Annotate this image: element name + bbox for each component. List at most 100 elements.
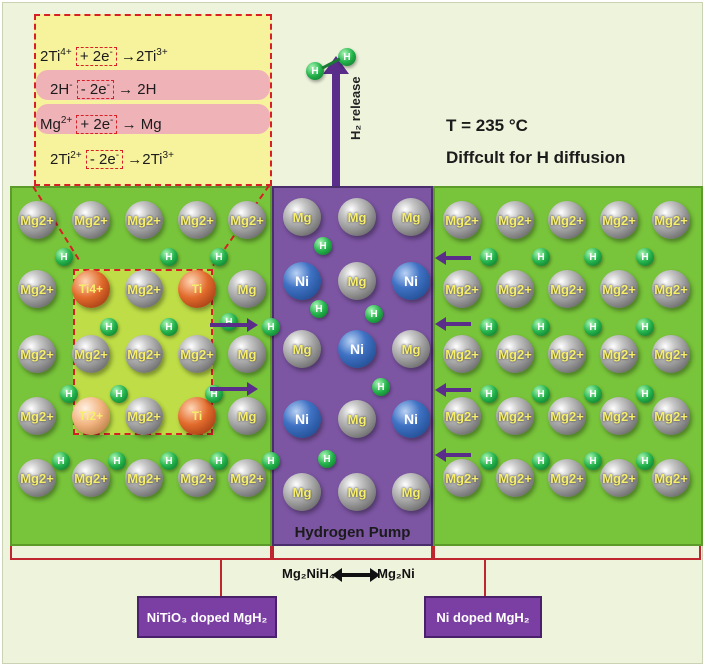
mg-ion-atom: Mg2+ bbox=[18, 335, 56, 373]
hydrogen-atom: H bbox=[480, 452, 498, 470]
ni-label-box: Ni doped MgH₂ bbox=[424, 596, 542, 638]
mg-ion-atom: Mg2+ bbox=[443, 459, 481, 497]
diffusion-arrow-left-4 bbox=[435, 448, 471, 462]
ni-atom: Ni bbox=[392, 262, 430, 300]
mg-ion-atom: Mg2+ bbox=[125, 270, 163, 308]
hydrogen-atom: H bbox=[365, 305, 383, 323]
mg-ion-atom: Mg2+ bbox=[496, 270, 534, 308]
hydrogen-atom: H bbox=[636, 318, 654, 336]
equation-3: Mg2+ + 2e- → Mg bbox=[40, 115, 162, 134]
mg-ion-atom: Mg2+ bbox=[228, 201, 266, 239]
mg-ion-atom: Mg2+ bbox=[600, 459, 638, 497]
mg-ion-atom: Mg2+ bbox=[443, 397, 481, 435]
mg-ion-atom: Mg2+ bbox=[600, 201, 638, 239]
mg-ion-atom: Mg2+ bbox=[548, 335, 586, 373]
mg-atom: Mg bbox=[283, 330, 321, 368]
diffusion-arrow-left-3 bbox=[435, 383, 471, 397]
mg-atom: Mg bbox=[228, 397, 266, 435]
mg-atom: Mg bbox=[228, 270, 266, 308]
mg-ion-atom: Mg2+ bbox=[228, 459, 266, 497]
hydrogen-atom: H bbox=[372, 378, 390, 396]
hydrogen-atom: H bbox=[636, 452, 654, 470]
right-bracket bbox=[433, 546, 701, 560]
mg-ion-atom: Mg2+ bbox=[178, 335, 216, 373]
hydrogen-atom: H bbox=[100, 318, 118, 336]
hydrogen-atom: H bbox=[52, 452, 70, 470]
mg-ion-atom: Mg2+ bbox=[652, 201, 690, 239]
mg-atom: Mg bbox=[283, 473, 321, 511]
mg-ion-atom: Mg2+ bbox=[125, 335, 163, 373]
mg-atom: Mg bbox=[283, 198, 321, 236]
mg-ion-atom: Mg2+ bbox=[443, 270, 481, 308]
mg-ion-atom: Mg2+ bbox=[600, 397, 638, 435]
mg-ion-atom: Mg2+ bbox=[125, 459, 163, 497]
diffusion-arrow-left-1 bbox=[435, 251, 471, 265]
hydrogen-atom: H bbox=[532, 318, 550, 336]
mg-ion-atom: Mg2+ bbox=[652, 270, 690, 308]
mg-atom: Mg bbox=[338, 400, 376, 438]
hydrogen-atom: H bbox=[110, 385, 128, 403]
equation-4: 2Ti2+ - 2e- →2Ti3+ bbox=[50, 150, 174, 169]
right-connector bbox=[484, 560, 486, 598]
hydrogen-atom: H bbox=[220, 313, 238, 331]
hydrogen-atom: H bbox=[210, 452, 228, 470]
mg-ion-atom: Mg2+ bbox=[496, 459, 534, 497]
mg-ion-atom: Mg2+ bbox=[652, 459, 690, 497]
mg-ion-atom: Mg2+ bbox=[125, 397, 163, 435]
mg-ion-atom: Mg2+ bbox=[178, 201, 216, 239]
hydrogen-atom: H bbox=[532, 385, 550, 403]
mg-ion-atom: Mg2+ bbox=[496, 201, 534, 239]
hydrogen-atom: H bbox=[584, 452, 602, 470]
hydrogen-atom: H bbox=[314, 237, 332, 255]
diffusion-note: Diffcult for H diffusion bbox=[446, 148, 626, 167]
mg-ion-atom: Mg2+ bbox=[548, 270, 586, 308]
mg-atom: Mg bbox=[392, 473, 430, 511]
h2-molecule-atom-b: H bbox=[338, 48, 356, 66]
left-bracket bbox=[10, 546, 272, 560]
mg-atom: Mg bbox=[338, 262, 376, 300]
mg-atom: Mg bbox=[338, 198, 376, 236]
hydrogen-pump-label: Hydrogen Pump bbox=[294, 524, 411, 541]
mg-ion-atom: Mg2+ bbox=[496, 397, 534, 435]
hydrogen-atom: H bbox=[480, 318, 498, 336]
ti-atom: Ti bbox=[178, 270, 216, 308]
ti2-atom: Ti2+ bbox=[72, 397, 110, 435]
hydrogen-atom: H bbox=[310, 300, 328, 318]
hydrogen-atom: H bbox=[636, 385, 654, 403]
mg-ion-atom: Mg2+ bbox=[443, 335, 481, 373]
hydrogen-atom: H bbox=[210, 248, 228, 266]
h2-release-label: H₂ release bbox=[348, 76, 363, 140]
equation-inset bbox=[34, 14, 272, 186]
hydrogen-atom: H bbox=[532, 248, 550, 266]
equation-band-2 bbox=[36, 104, 270, 134]
mg-ion-atom: Mg2+ bbox=[600, 270, 638, 308]
double-arrow-icon bbox=[332, 567, 381, 582]
equation-band-1 bbox=[36, 70, 270, 100]
ni-atom: Ni bbox=[283, 400, 321, 438]
hydrogen-atom: H bbox=[262, 452, 280, 470]
mg-ion-atom: Mg2+ bbox=[18, 459, 56, 497]
reaction-equation: Mg₂NiH₄ Mg₂Ni bbox=[282, 566, 415, 582]
mg-ion-atom: Mg2+ bbox=[18, 201, 56, 239]
mg-ion-atom: Mg2+ bbox=[548, 201, 586, 239]
mg-ion-atom: Mg2+ bbox=[600, 335, 638, 373]
mg-ion-atom: Mg2+ bbox=[72, 459, 110, 497]
mg-atom: Mg bbox=[392, 198, 430, 236]
hydrogen-atom: H bbox=[160, 248, 178, 266]
hydrogen-atom: H bbox=[160, 318, 178, 336]
h2-release-arrow bbox=[323, 56, 349, 186]
mg-ion-atom: Mg2+ bbox=[178, 459, 216, 497]
mg-ion-atom: Mg2+ bbox=[652, 335, 690, 373]
ti-atom: Ti bbox=[178, 397, 216, 435]
hydrogen-atom: H bbox=[480, 248, 498, 266]
h2-molecule-atom-a: H bbox=[306, 62, 324, 80]
mg-atom: Mg bbox=[392, 330, 430, 368]
equation-2: 2H- - 2e- → 2H bbox=[50, 80, 157, 99]
hydrogen-atom: H bbox=[584, 318, 602, 336]
mg-atom: Mg bbox=[338, 473, 376, 511]
hydrogen-atom: H bbox=[55, 248, 73, 266]
mg-atom: Mg bbox=[228, 335, 266, 373]
hydrogen-atom: H bbox=[318, 450, 336, 468]
mg-ion-atom: Mg2+ bbox=[496, 335, 534, 373]
